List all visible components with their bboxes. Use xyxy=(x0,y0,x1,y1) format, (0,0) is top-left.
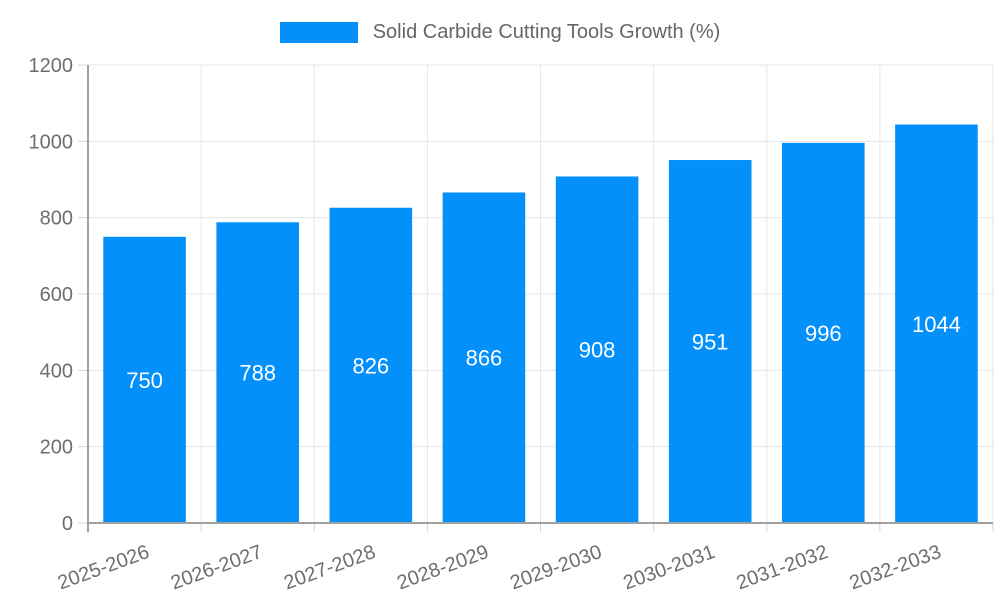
bar-value-label: 951 xyxy=(692,330,729,355)
x-axis-tick-label: 2026-2027 xyxy=(168,541,265,594)
bar[interactable] xyxy=(216,222,299,523)
y-axis-tick-label: 600 xyxy=(40,284,73,306)
bar-value-label: 750 xyxy=(126,368,163,393)
legend-label: Solid Carbide Cutting Tools Growth (%) xyxy=(372,20,721,43)
y-axis-tick-label: 1000 xyxy=(29,131,74,153)
x-axis-tick-label: 2032-2033 xyxy=(847,541,944,594)
bar[interactable] xyxy=(442,192,526,523)
bar-value-label: 1044 xyxy=(912,312,961,337)
bar-value-label: 826 xyxy=(352,353,389,378)
bar[interactable] xyxy=(329,207,413,523)
y-axis-tick-label: 0 xyxy=(62,513,73,535)
x-axis-tick-label: 2025-2026 xyxy=(55,541,152,594)
y-axis-tick-label: 800 xyxy=(40,208,73,230)
legend[interactable]: Solid Carbide Cutting Tools Growth (%) xyxy=(0,19,1000,45)
bar[interactable] xyxy=(103,236,186,523)
bar-value-label: 908 xyxy=(579,338,616,363)
x-axis-tick-label: 2031-2032 xyxy=(734,541,831,594)
y-axis-tick-label: 400 xyxy=(40,360,73,382)
x-axis-tick-label: 2029-2030 xyxy=(507,541,604,594)
legend-swatch-icon xyxy=(279,21,358,43)
bar[interactable] xyxy=(782,142,865,524)
x-axis-tick-label: 2028-2029 xyxy=(394,541,491,594)
bar[interactable] xyxy=(895,124,978,523)
x-axis-tick-label: 2027-2028 xyxy=(281,541,378,594)
bar[interactable] xyxy=(668,160,752,523)
y-axis-tick-label: 1200 xyxy=(29,55,74,77)
bar-value-label: 996 xyxy=(805,321,842,346)
x-axis-tick-label: 2030-2031 xyxy=(620,541,717,594)
bar[interactable] xyxy=(555,176,639,524)
bar-value-label: 788 xyxy=(239,361,276,386)
bar-value-label: 866 xyxy=(466,346,503,371)
y-axis-tick-label: 200 xyxy=(40,437,73,459)
